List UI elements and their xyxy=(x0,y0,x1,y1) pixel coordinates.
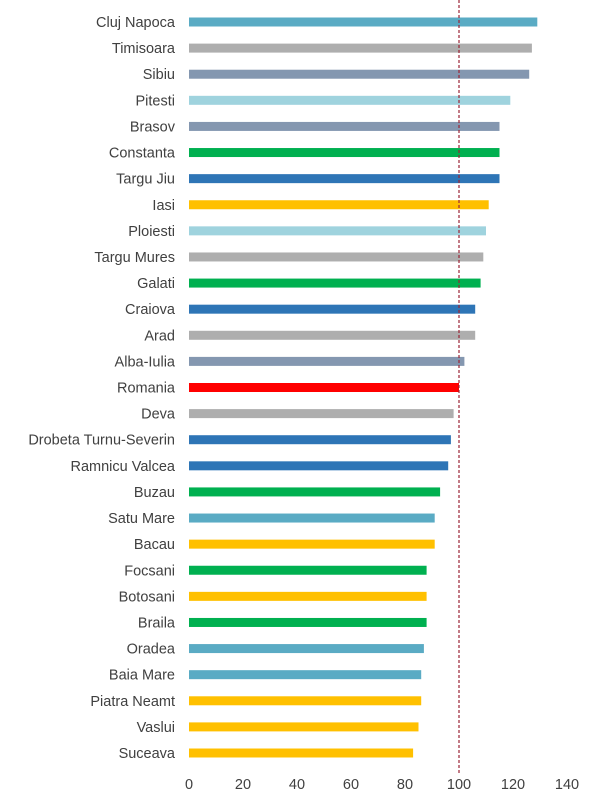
bar-satu-mare xyxy=(189,513,435,523)
category-label-botosani: Botosani xyxy=(119,589,175,605)
bar-pitesti xyxy=(189,95,511,105)
bar-brasov xyxy=(189,121,500,131)
bar-iasi xyxy=(189,200,489,210)
category-label-piatra-neamt: Piatra Neamt xyxy=(90,694,175,710)
bar-bacau xyxy=(189,539,435,549)
bar-focsani xyxy=(189,565,427,575)
category-label-ramnicu-valcea: Ramnicu Valcea xyxy=(70,459,175,475)
category-label-baia-mare: Baia Mare xyxy=(109,668,175,684)
category-label-cluj-napoca: Cluj Napoca xyxy=(96,15,176,31)
bar-romania xyxy=(189,383,459,392)
bar-targu-jiu xyxy=(189,174,500,184)
bar-ramnicu-valcea xyxy=(189,461,449,471)
category-label-drobeta-turnu-severin: Drobeta Turnu-Severin xyxy=(28,433,175,449)
category-label-deva: Deva xyxy=(141,407,176,423)
bar-ploiesti xyxy=(189,226,486,236)
bar-vaslui xyxy=(189,722,419,732)
x-tick-label-0: 0 xyxy=(185,777,193,793)
x-tick-label-20: 20 xyxy=(235,777,251,793)
x-tick-label-100: 100 xyxy=(447,777,471,793)
category-label-romania: Romania xyxy=(117,381,176,397)
bar-arad xyxy=(189,330,476,340)
bars-group xyxy=(189,17,538,758)
category-label-galati: Galati xyxy=(137,276,175,292)
category-label-constanta: Constanta xyxy=(109,146,176,162)
bar-botosani xyxy=(189,591,427,601)
bar-drobeta-turnu-severin xyxy=(189,435,451,445)
category-labels: Cluj Napoca Timisoara Sibiu Pitesti Brasov Co… xyxy=(28,15,176,762)
x-axis-ticks: 0 20 40 60 80 100 120 140 xyxy=(185,777,579,793)
category-label-iasi: Iasi xyxy=(152,198,175,214)
category-label-craiova: Craiova xyxy=(125,302,176,318)
x-tick-label-80: 80 xyxy=(397,777,413,793)
category-label-bacau: Bacau xyxy=(134,537,175,553)
bar-baia-mare xyxy=(189,670,422,680)
x-tick-label-40: 40 xyxy=(289,777,305,793)
category-label-buzau: Buzau xyxy=(134,485,175,501)
x-tick-label-140: 140 xyxy=(555,777,579,793)
bar-suceava xyxy=(189,748,414,758)
bar-timisoara xyxy=(189,43,532,53)
bar-targu-mures xyxy=(189,252,484,262)
category-label-alba-iulia: Alba-Iulia xyxy=(115,354,176,370)
category-label-pitesti: Pitesti xyxy=(136,93,176,109)
bar-alba-iulia xyxy=(189,356,465,366)
bar-cluj-napoca xyxy=(189,17,538,27)
x-tick-label-60: 60 xyxy=(343,777,359,793)
bar-oradea xyxy=(189,644,424,654)
category-label-arad: Arad xyxy=(144,328,175,344)
bar-sibiu xyxy=(189,69,530,79)
bar-buzau xyxy=(189,487,441,497)
bar-constanta xyxy=(189,148,500,158)
bar-piatra-neamt xyxy=(189,696,422,706)
category-label-targu-jiu: Targu Jiu xyxy=(116,172,175,188)
bar-deva xyxy=(189,409,454,419)
category-label-sibiu: Sibiu xyxy=(143,67,175,83)
category-label-brasov: Brasov xyxy=(130,119,176,135)
category-label-satu-mare: Satu Mare xyxy=(108,511,175,527)
category-label-timisoara: Timisoara xyxy=(112,41,176,57)
category-label-oradea: Oradea xyxy=(127,642,176,658)
category-label-vaslui: Vaslui xyxy=(137,720,175,736)
category-label-ploiesti: Ploiesti xyxy=(128,224,175,240)
category-label-focsani: Focsani xyxy=(124,563,175,579)
bar-braila xyxy=(189,617,427,627)
category-label-suceava: Suceava xyxy=(119,746,176,762)
bar-galati xyxy=(189,278,481,288)
x-tick-label-120: 120 xyxy=(501,777,525,793)
category-label-braila: Braila xyxy=(138,615,176,631)
bar-craiova xyxy=(189,304,476,314)
category-label-targu-mures: Targu Mures xyxy=(94,250,175,266)
